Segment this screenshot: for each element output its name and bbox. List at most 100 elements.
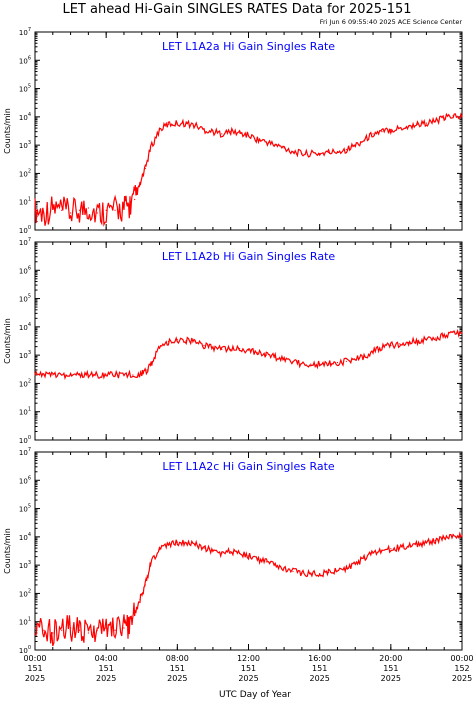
data-point xyxy=(292,150,294,153)
x-tick-label-doy: 151 xyxy=(383,664,398,673)
x-tick-label-time: 04:00 xyxy=(95,654,118,663)
y-tick-label: 107 xyxy=(19,237,31,247)
data-point xyxy=(96,629,98,631)
x-tick-label-time: 08:00 xyxy=(166,654,189,663)
data-point xyxy=(283,147,285,149)
data-point xyxy=(274,356,276,358)
x-tick-label-time: 00:00 xyxy=(450,654,473,663)
data-point xyxy=(139,184,141,186)
data-point xyxy=(150,147,152,149)
data-point xyxy=(114,209,116,211)
data-point xyxy=(61,209,63,211)
data-point xyxy=(239,132,241,134)
data-point xyxy=(363,139,365,141)
data-point xyxy=(336,361,339,364)
data-point xyxy=(354,358,356,361)
x-tick-label-doy: 151 xyxy=(312,664,327,673)
data-point xyxy=(247,555,250,557)
y-axis-label: Counts/min xyxy=(3,528,12,574)
data-point xyxy=(105,209,107,211)
data-point xyxy=(43,212,45,214)
panel-title: LET L1A2c Hi Gain Singles Rate xyxy=(162,460,335,473)
data-point xyxy=(176,339,178,341)
data-point xyxy=(247,134,250,137)
data-point xyxy=(230,551,232,553)
y-tick-label: 101 xyxy=(19,407,31,417)
data-point xyxy=(167,341,170,343)
y-tick-label: 104 xyxy=(19,112,31,122)
y-tick-label: 107 xyxy=(19,27,31,37)
data-point xyxy=(372,351,374,353)
data-point xyxy=(425,122,428,124)
data-point xyxy=(363,558,365,560)
data-point xyxy=(274,144,276,146)
data-point xyxy=(194,543,196,545)
data-point xyxy=(203,344,205,347)
y-tick-label: 103 xyxy=(19,350,31,360)
x-tick-label-doy: 151 xyxy=(99,664,114,673)
data-point xyxy=(408,126,410,128)
data-point xyxy=(212,346,214,348)
data-point xyxy=(345,360,347,363)
data-point xyxy=(452,115,454,117)
y-tick-label: 106 xyxy=(19,475,31,485)
data-point xyxy=(78,209,81,211)
data-point xyxy=(399,546,401,549)
data-point xyxy=(158,347,161,349)
data-point xyxy=(87,207,89,209)
data-point xyxy=(256,352,258,354)
data-point xyxy=(319,573,321,575)
data-point xyxy=(408,341,410,344)
data-point xyxy=(292,360,294,363)
data-point xyxy=(425,339,428,341)
data-point xyxy=(221,133,223,135)
data-point xyxy=(221,552,223,555)
figure-title: LET ahead Hi-Gain SINGLES RATES Data for… xyxy=(62,2,411,17)
plot-frame xyxy=(34,31,463,231)
data-point xyxy=(114,374,116,376)
data-point xyxy=(336,150,339,153)
data-point xyxy=(327,363,330,365)
series-line xyxy=(34,531,463,647)
data-point xyxy=(319,363,321,365)
data-point xyxy=(114,629,116,631)
data-point xyxy=(256,558,258,560)
data-point xyxy=(176,122,178,124)
data-point xyxy=(194,124,196,126)
data-point xyxy=(128,205,130,207)
x-tick-label-year: 2025 xyxy=(309,674,329,683)
y-tick-label: 102 xyxy=(19,378,31,388)
data-point xyxy=(144,167,146,170)
y-tick-label: 106 xyxy=(19,55,31,65)
x-tick-label-doy: 152 xyxy=(454,664,469,673)
data-point xyxy=(239,552,241,555)
x-tick-label-year: 2025 xyxy=(167,674,187,683)
data-point xyxy=(128,623,130,626)
data-point xyxy=(123,207,125,209)
data-point xyxy=(265,141,267,143)
x-tick-label-doy: 151 xyxy=(27,664,42,673)
data-point xyxy=(390,344,392,347)
y-tick-label: 107 xyxy=(19,447,31,457)
y-tick-label: 100 xyxy=(19,645,31,655)
data-point xyxy=(265,561,267,563)
data-point xyxy=(390,548,392,550)
data-point xyxy=(167,123,170,125)
y-tick-label: 102 xyxy=(19,168,31,178)
data-point xyxy=(185,339,187,342)
data-point xyxy=(416,543,419,545)
data-point xyxy=(354,144,356,146)
data-point xyxy=(345,568,347,570)
data-point xyxy=(105,374,107,376)
data-point xyxy=(34,627,36,629)
data-point xyxy=(52,374,54,376)
data-point xyxy=(69,627,72,629)
data-point xyxy=(336,570,339,572)
y-tick-label: 100 xyxy=(19,225,31,235)
data-point xyxy=(381,131,383,133)
data-point xyxy=(134,198,136,201)
panel-title: LET L1A2b Hi Gain Singles Rate xyxy=(162,250,336,263)
data-point xyxy=(461,535,463,537)
data-point xyxy=(319,153,321,155)
